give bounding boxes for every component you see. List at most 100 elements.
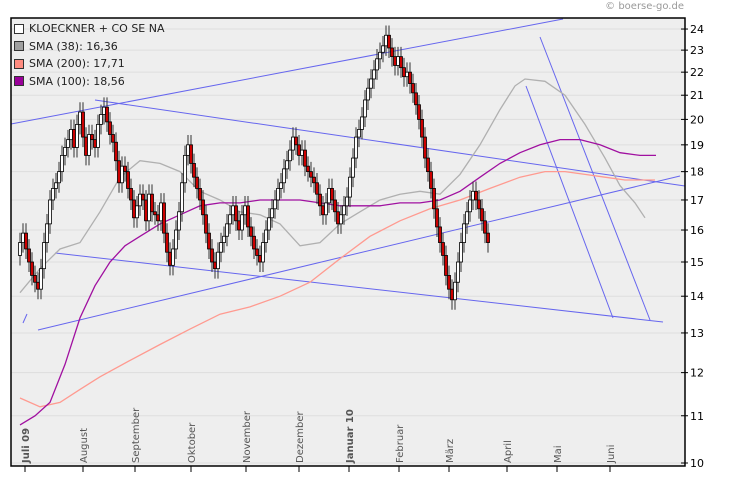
candle-body xyxy=(264,229,268,243)
candle-body xyxy=(483,220,487,234)
x-tick-label: Januar 10 xyxy=(345,409,356,464)
candle-body xyxy=(30,261,34,276)
plot-area xyxy=(11,18,685,466)
candle-body xyxy=(45,223,49,243)
candle-body xyxy=(441,242,445,256)
candle-body xyxy=(126,171,130,189)
candle-body xyxy=(444,255,448,276)
candle-body xyxy=(393,56,397,66)
legend-label: KLOECKNER + CO SE NA xyxy=(29,22,165,36)
candle-body xyxy=(159,202,163,222)
candle-body xyxy=(36,281,40,290)
candle-body xyxy=(120,165,124,184)
candle-body xyxy=(261,242,265,263)
candle-body xyxy=(39,268,43,290)
candle-body xyxy=(174,229,178,250)
legend-item-sma38: SMA (38): 16,36 xyxy=(14,38,165,56)
x-tick-label: Februar xyxy=(395,424,406,463)
y-tick-label: 16 xyxy=(690,224,704,237)
trendline xyxy=(54,252,664,323)
candle-body xyxy=(234,205,238,222)
candle-body xyxy=(429,171,433,189)
candle-body xyxy=(132,199,136,219)
candle-body xyxy=(468,199,472,213)
candle-body xyxy=(216,251,220,270)
candle-body xyxy=(183,154,187,184)
candle-body xyxy=(333,199,337,213)
y-tick-label: 23 xyxy=(690,44,704,57)
legend-item-sma100: SMA (100): 18,56 xyxy=(14,73,165,91)
legend-item-sma200: SMA (200): 17,71 xyxy=(14,55,165,73)
candle-body xyxy=(291,136,295,151)
candle-body xyxy=(189,144,193,164)
candle-body xyxy=(33,275,37,283)
candle-body xyxy=(138,193,142,207)
y-axis: 10 11 12 13 14 15 16 17 18 19 20 21 22 23 24 xyxy=(681,23,704,470)
x-axis: Juli 09 August September Oktober November Dez… xyxy=(21,407,617,472)
candle-body xyxy=(336,211,340,225)
candle-body xyxy=(114,141,118,162)
candle-body xyxy=(219,242,223,253)
candle-body xyxy=(201,199,205,216)
candle-body xyxy=(81,111,85,138)
candle-body xyxy=(180,182,184,213)
candle-body xyxy=(453,281,457,301)
candle-body xyxy=(465,211,469,225)
y-tick-label: 19 xyxy=(690,139,704,152)
candle-body xyxy=(330,188,334,201)
candle-body xyxy=(288,149,292,162)
y-tick-label: 18 xyxy=(690,166,704,179)
candle-body xyxy=(204,214,208,234)
legend-label: SMA (38): 16,36 xyxy=(29,39,118,53)
candle-body xyxy=(372,69,376,80)
candle-body xyxy=(411,83,415,94)
candle-body xyxy=(192,163,196,178)
candle-body xyxy=(156,214,160,222)
candle-body xyxy=(63,147,67,156)
candle-body xyxy=(456,261,460,283)
candle-body xyxy=(438,226,442,243)
candle-body xyxy=(171,248,175,266)
x-tick-label: Dezember xyxy=(295,411,306,463)
candle-body xyxy=(432,188,436,210)
candle-body xyxy=(96,123,100,148)
candle-body xyxy=(417,104,421,120)
legend-swatch-icon xyxy=(14,58,24,69)
candle-body xyxy=(303,149,307,167)
candle-body xyxy=(108,121,112,135)
candle-body xyxy=(177,211,181,231)
candle-body xyxy=(57,171,61,184)
candle-body xyxy=(309,171,313,178)
legend-swatch-icon xyxy=(14,76,24,87)
x-tick-label: September xyxy=(131,407,142,463)
y-tick-label: 13 xyxy=(690,327,704,340)
x-tick-label: Mai xyxy=(553,445,564,463)
candle-body xyxy=(486,232,490,243)
sma-line xyxy=(19,170,655,408)
candle-body xyxy=(321,205,325,216)
trendline xyxy=(37,175,681,331)
y-tick-label: 14 xyxy=(690,290,704,303)
trendline xyxy=(539,36,651,321)
grid-lines xyxy=(11,28,685,464)
candle-body xyxy=(237,220,241,231)
candle-body xyxy=(369,78,373,89)
candle-body xyxy=(51,188,55,201)
y-tick-label: 20 xyxy=(690,113,704,126)
candle-body xyxy=(75,123,79,148)
candle-body xyxy=(18,242,22,256)
candle-body xyxy=(312,176,316,184)
x-tick-label: April xyxy=(503,440,514,463)
candle-body xyxy=(378,51,382,60)
candle-body xyxy=(252,235,256,250)
candle-body xyxy=(246,205,250,228)
candle-body xyxy=(318,193,322,207)
candle-body xyxy=(150,193,154,213)
candle-body xyxy=(66,139,70,148)
candle-body xyxy=(339,214,343,225)
y-tick-label: 21 xyxy=(690,89,704,102)
candle-body xyxy=(300,149,304,156)
candle-body xyxy=(276,188,280,201)
candle-body xyxy=(72,129,76,148)
candle-body xyxy=(408,71,412,84)
